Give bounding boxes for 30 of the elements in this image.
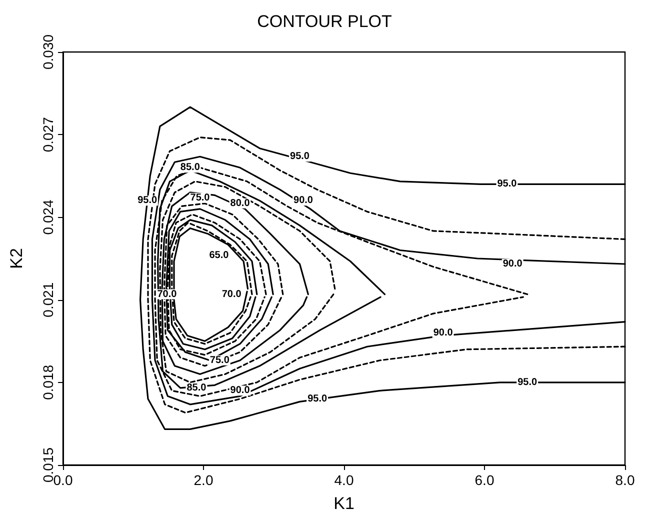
y-axis-title: K2 (7, 248, 26, 269)
annotation: 70.0 (222, 288, 242, 300)
annotation: 75.0 (210, 354, 230, 366)
annotation: 90.0 (502, 258, 523, 270)
annotation: 75.0 (190, 192, 210, 204)
annotation: 85.0 (186, 382, 207, 394)
x-tick-label: 0.0 (53, 472, 73, 488)
y-tick-label: 0.024 (40, 199, 56, 235)
annotation: 95.0 (290, 151, 310, 162)
annotation: 85.0 (180, 162, 200, 174)
x-axis-title: K1 (334, 494, 354, 513)
y-tick-label: 0.030 (40, 34, 56, 70)
x-tick-label: 4.0 (334, 472, 354, 488)
y-tick-label: 0.021 (40, 282, 56, 318)
annotation: 65.0 (209, 250, 230, 262)
y-tick-label: 0.018 (40, 364, 56, 400)
annotation: 95.0 (497, 178, 518, 190)
annotation: 90.0 (433, 327, 454, 338)
x-tick-label: 2.0 (194, 472, 214, 488)
annotation: 70.0 (157, 288, 178, 300)
annotation: 95.0 (518, 376, 538, 388)
x-tick-label: 6.0 (474, 472, 494, 488)
annotation: 90.0 (230, 385, 250, 396)
annotation: 80.0 (230, 198, 250, 209)
y-tick-label: 0.027 (40, 116, 56, 152)
x-tick-label: 8.0 (615, 472, 635, 488)
chart-title: CONTOUR PLOT (257, 12, 392, 31)
annotation: 90.0 (294, 195, 314, 206)
annotation: 95.0 (138, 195, 158, 206)
annotation: 95.0 (308, 393, 328, 404)
